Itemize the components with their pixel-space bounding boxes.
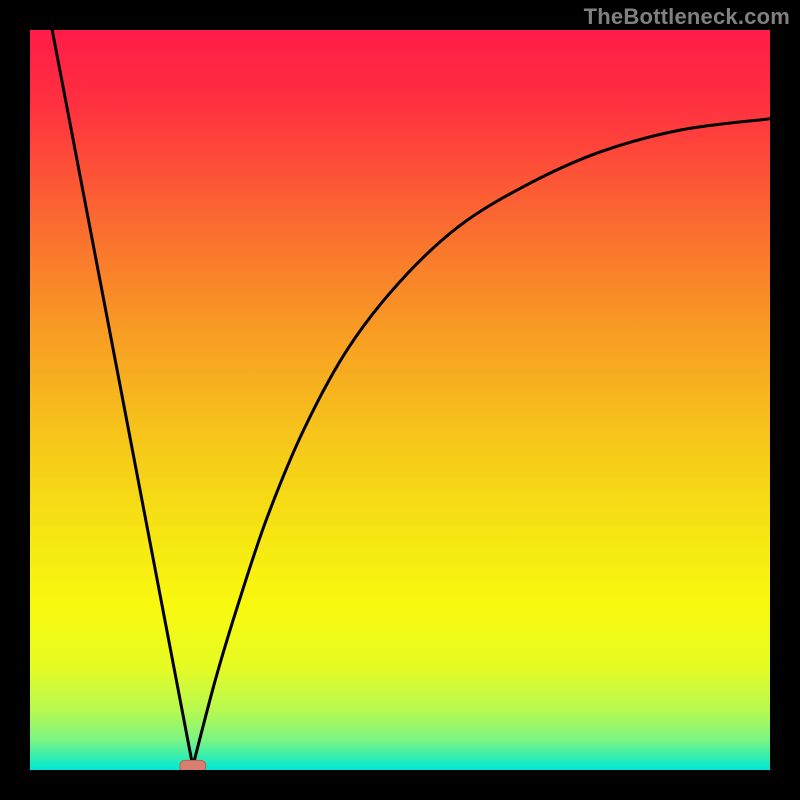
gradient-background (30, 30, 770, 770)
vertex-marker (180, 760, 206, 770)
chart-container: TheBottleneck.com (0, 0, 800, 800)
plot-svg (30, 30, 770, 770)
watermark-text: TheBottleneck.com (584, 4, 790, 30)
plot-area (30, 30, 770, 770)
